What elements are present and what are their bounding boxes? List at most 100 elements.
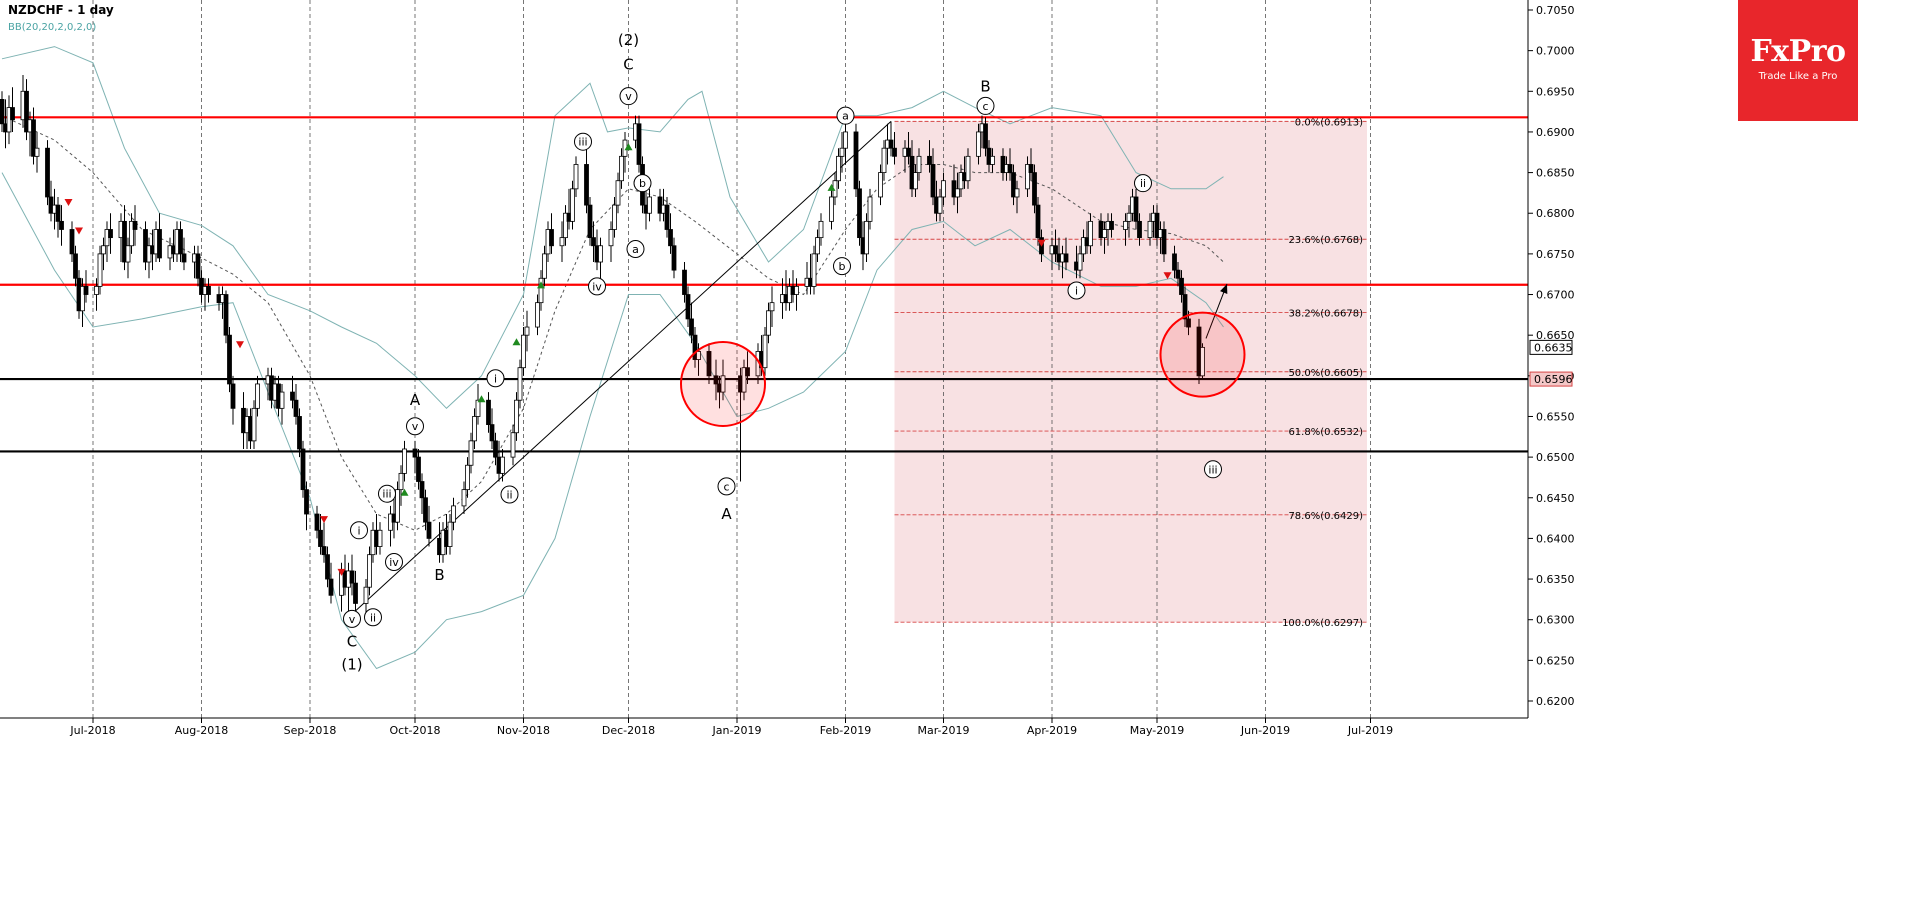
wave-label: ii bbox=[1140, 177, 1146, 190]
candle bbox=[69, 221, 75, 263]
candle bbox=[916, 148, 922, 181]
y-tick-label: 0.6900 bbox=[1536, 126, 1575, 139]
candle bbox=[689, 302, 694, 344]
candle-body bbox=[416, 456, 421, 482]
candle bbox=[1011, 164, 1016, 206]
x-tick-label: Mar-2019 bbox=[917, 724, 969, 737]
candle bbox=[318, 514, 323, 555]
candle-body bbox=[1147, 220, 1153, 239]
candle-body bbox=[720, 375, 726, 393]
candle bbox=[692, 327, 698, 368]
candle-body bbox=[685, 294, 691, 320]
candle-body bbox=[818, 220, 824, 239]
candle bbox=[892, 131, 897, 165]
candle bbox=[573, 156, 579, 197]
candle-body bbox=[955, 188, 960, 198]
candle bbox=[426, 505, 432, 547]
candle bbox=[619, 148, 624, 189]
y-tick-label: 0.6250 bbox=[1536, 654, 1575, 667]
candle-body bbox=[451, 505, 456, 523]
candle-body bbox=[423, 497, 428, 523]
y-tick-label: 0.6350 bbox=[1536, 573, 1575, 586]
candle bbox=[1200, 343, 1205, 380]
candle bbox=[1028, 148, 1034, 181]
bollinger-lower bbox=[1, 172, 1224, 670]
candle-body bbox=[1186, 318, 1191, 328]
candle-body bbox=[412, 448, 418, 458]
candle bbox=[279, 383, 285, 425]
candle-body bbox=[363, 586, 369, 604]
candle bbox=[489, 408, 495, 449]
wave-label: ii bbox=[370, 611, 376, 624]
arrow-head bbox=[1220, 283, 1228, 294]
wave-circle bbox=[500, 485, 519, 504]
candle-body bbox=[468, 440, 474, 466]
candle bbox=[451, 497, 456, 531]
candle bbox=[591, 221, 596, 263]
candle-body bbox=[73, 253, 78, 279]
buy-arrow-icon bbox=[512, 338, 521, 346]
x-tick-label: Dec-2018 bbox=[602, 724, 655, 737]
fib-label: 23.6%(0.6768) bbox=[1288, 235, 1363, 246]
candle bbox=[906, 131, 911, 165]
candle-body bbox=[328, 578, 334, 596]
trend-line bbox=[348, 121, 892, 618]
candle-body bbox=[1014, 188, 1020, 198]
candle bbox=[888, 121, 894, 157]
candle-body bbox=[304, 489, 309, 515]
candle-body bbox=[132, 220, 138, 230]
candle bbox=[745, 351, 750, 384]
candle bbox=[559, 221, 565, 263]
wave-circle bbox=[619, 87, 638, 106]
candle bbox=[493, 432, 498, 466]
candle-body bbox=[619, 155, 624, 182]
y-tick-label: 0.6850 bbox=[1536, 167, 1575, 180]
candle-body bbox=[857, 188, 862, 239]
candle-body bbox=[766, 310, 771, 336]
price-tag-label: 0.6596 bbox=[1534, 373, 1573, 386]
candle bbox=[1063, 237, 1069, 271]
price-tag: 0.6596 bbox=[1529, 371, 1573, 387]
candle-body bbox=[930, 164, 936, 198]
candle-body bbox=[587, 204, 593, 239]
wave-circle bbox=[364, 608, 382, 627]
wave-circle bbox=[1134, 174, 1152, 193]
candle-body bbox=[108, 229, 113, 239]
wave-label: i bbox=[494, 372, 497, 385]
candle-body bbox=[125, 245, 131, 263]
candle-body bbox=[1109, 220, 1114, 230]
candle bbox=[615, 172, 621, 214]
candle bbox=[346, 562, 351, 612]
candle-body bbox=[927, 155, 932, 165]
x-tick-label: Nov-2018 bbox=[497, 724, 550, 737]
candle bbox=[1147, 213, 1153, 246]
candle bbox=[913, 164, 918, 197]
sell-arrow-icon bbox=[64, 199, 73, 207]
fxpro-logo: FxPro Trade Like a Pro bbox=[1738, 0, 1858, 121]
wave-circle bbox=[378, 484, 396, 503]
fib-label: 38.2%(0.6678) bbox=[1288, 308, 1363, 319]
wave-label: c bbox=[723, 480, 729, 493]
candle-body bbox=[1028, 164, 1034, 173]
candle bbox=[836, 148, 841, 189]
candle-body bbox=[706, 351, 712, 377]
x-tick-label: Aug-2018 bbox=[175, 724, 228, 737]
sell-arrow-icon bbox=[75, 227, 83, 235]
candle-body bbox=[465, 464, 470, 491]
candle bbox=[73, 245, 78, 287]
candle bbox=[94, 278, 99, 311]
candle-body bbox=[1102, 229, 1107, 239]
candle bbox=[475, 383, 481, 425]
candle bbox=[853, 123, 859, 197]
buy-arrow-icon bbox=[477, 395, 486, 403]
candle-body bbox=[573, 164, 579, 190]
candle-body bbox=[510, 432, 516, 458]
wave-label: c bbox=[982, 100, 988, 113]
candle-body bbox=[1035, 204, 1041, 239]
logo-name: FxPro bbox=[1750, 34, 1846, 69]
candle-body bbox=[1063, 253, 1069, 263]
candle-body bbox=[867, 196, 873, 222]
candle bbox=[297, 408, 302, 458]
wave-label: b bbox=[639, 177, 646, 190]
candle bbox=[1133, 188, 1139, 230]
